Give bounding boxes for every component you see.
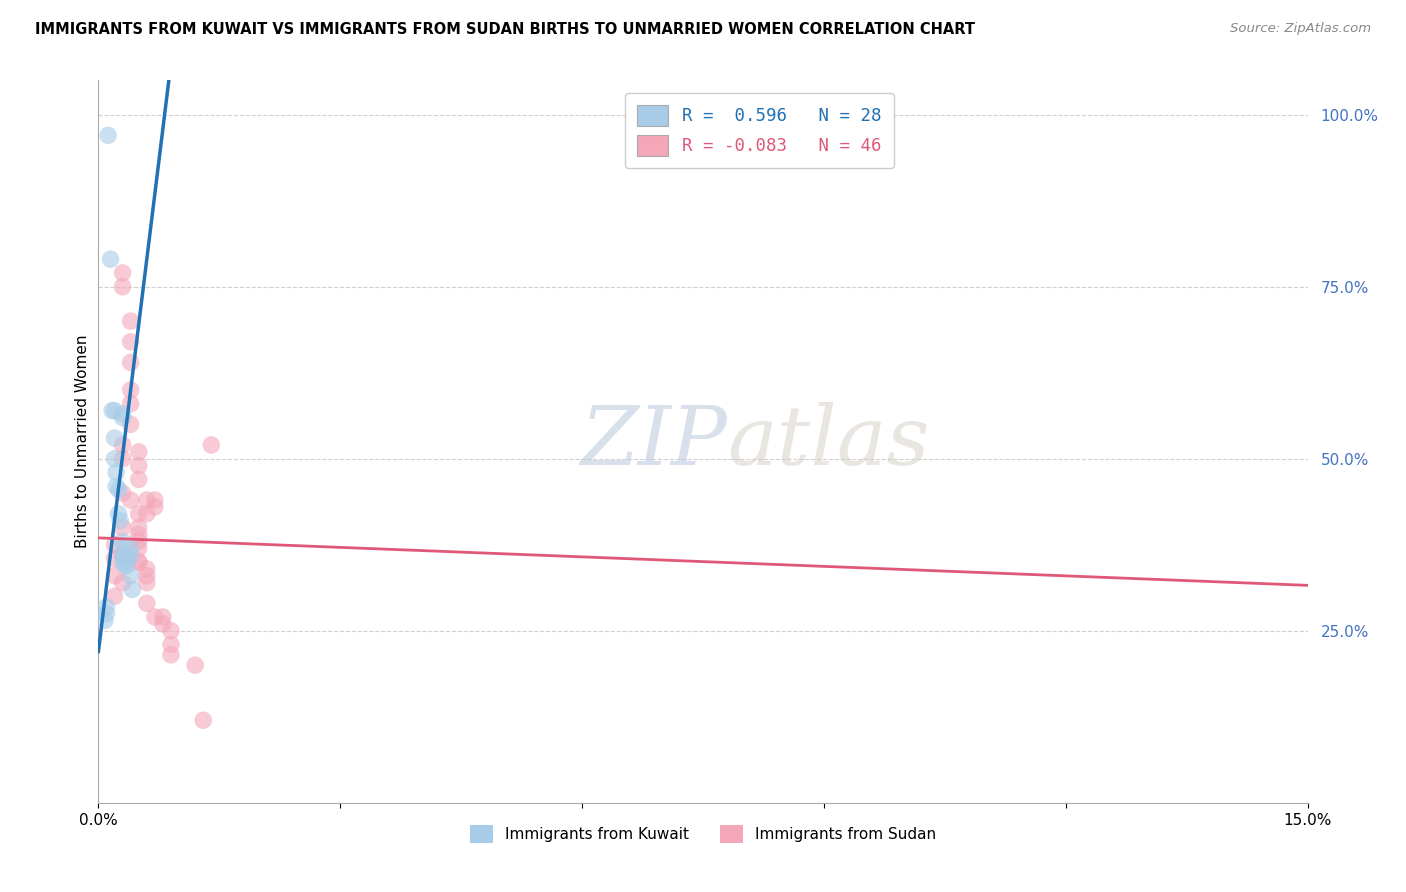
Point — [111, 548, 134, 562]
Point — [135, 596, 157, 610]
Point — [105, 479, 128, 493]
Point — [120, 314, 142, 328]
Point — [103, 538, 125, 552]
Point — [103, 403, 125, 417]
Point — [128, 520, 150, 534]
Point — [120, 541, 142, 556]
Point — [128, 445, 150, 459]
Point — [184, 658, 207, 673]
Point — [107, 507, 129, 521]
Point — [105, 466, 128, 480]
Point — [97, 128, 120, 143]
Point — [117, 551, 139, 566]
Point — [96, 599, 118, 614]
Y-axis label: Births to Unmarried Women: Births to Unmarried Women — [75, 334, 90, 549]
Legend: Immigrants from Kuwait, Immigrants from Sudan: Immigrants from Kuwait, Immigrants from … — [464, 819, 942, 849]
Point — [107, 483, 129, 497]
Point — [128, 527, 150, 541]
Point — [135, 575, 157, 590]
Point — [111, 555, 134, 569]
Point — [128, 507, 150, 521]
Point — [101, 403, 124, 417]
Point — [94, 614, 117, 628]
Point — [111, 548, 134, 562]
Point — [135, 562, 157, 576]
Point — [128, 541, 150, 556]
Point — [152, 610, 174, 624]
Point — [152, 616, 174, 631]
Point — [111, 451, 134, 466]
Point — [128, 555, 150, 569]
Point — [200, 438, 222, 452]
Point — [108, 514, 131, 528]
Point — [160, 638, 183, 652]
Point — [111, 279, 134, 293]
Point — [128, 458, 150, 473]
Point — [103, 451, 125, 466]
Point — [121, 582, 143, 597]
Point — [111, 575, 134, 590]
Point — [111, 534, 134, 549]
Point — [100, 252, 122, 267]
Point — [120, 493, 142, 508]
Point — [103, 431, 125, 445]
Point — [96, 607, 118, 621]
Point — [115, 558, 138, 573]
Point — [114, 551, 136, 566]
Point — [120, 397, 142, 411]
Point — [135, 493, 157, 508]
Point — [120, 548, 142, 562]
Point — [143, 493, 166, 508]
Point — [120, 383, 142, 397]
Point — [128, 472, 150, 486]
Point — [135, 568, 157, 582]
Point — [143, 610, 166, 624]
Point — [103, 568, 125, 582]
Point — [128, 534, 150, 549]
Point — [120, 568, 142, 582]
Point — [103, 590, 125, 604]
Point — [111, 438, 134, 452]
Point — [120, 355, 142, 369]
Point — [111, 520, 134, 534]
Point — [111, 410, 134, 425]
Text: atlas: atlas — [727, 401, 929, 482]
Point — [111, 486, 134, 500]
Point — [103, 551, 125, 566]
Point — [135, 507, 157, 521]
Point — [120, 417, 142, 432]
Point — [160, 624, 183, 638]
Text: IMMIGRANTS FROM KUWAIT VS IMMIGRANTS FROM SUDAN BIRTHS TO UNMARRIED WOMEN CORREL: IMMIGRANTS FROM KUWAIT VS IMMIGRANTS FRO… — [35, 22, 976, 37]
Point — [120, 334, 142, 349]
Point — [111, 541, 134, 556]
Point — [143, 500, 166, 514]
Point — [111, 266, 134, 280]
Text: Source: ZipAtlas.com: Source: ZipAtlas.com — [1230, 22, 1371, 36]
Point — [114, 558, 136, 573]
Point — [193, 713, 215, 727]
Point — [111, 407, 134, 421]
Point — [128, 555, 150, 569]
Point — [160, 648, 183, 662]
Text: ZIP: ZIP — [581, 401, 727, 482]
